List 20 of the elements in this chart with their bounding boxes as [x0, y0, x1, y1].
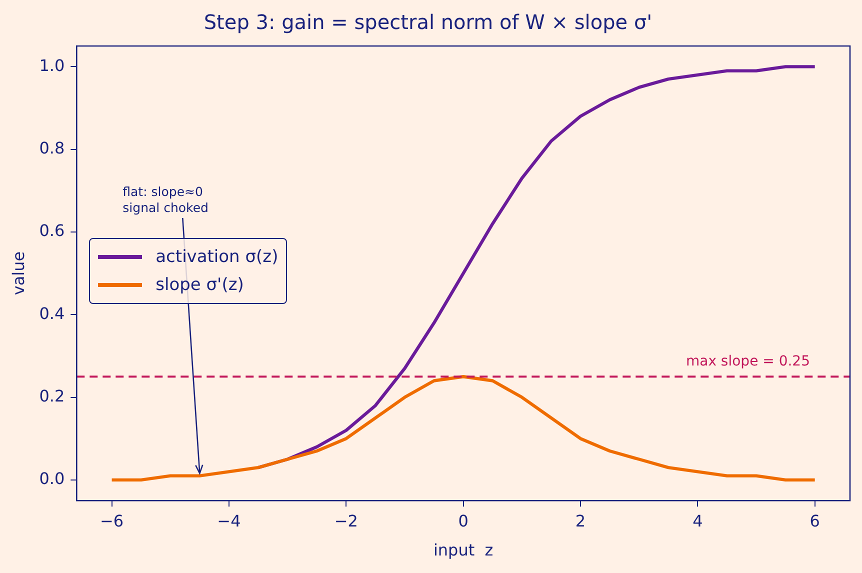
y-tick-label: 1.0	[39, 56, 65, 75]
y-tick-label: 0.6	[39, 221, 65, 240]
x-tick-label: 2	[575, 511, 586, 530]
x-axis-title: input z	[433, 540, 494, 560]
x-tick-label: 0	[458, 511, 468, 530]
x-tick-label: 4	[692, 511, 703, 530]
annotation: flat: slope≈0 signal choked	[122, 184, 208, 215]
y-axis-title: value	[8, 251, 28, 296]
x-tick-label: 6	[810, 511, 820, 530]
y-tick-label: 0.8	[39, 138, 65, 158]
legend-label: activation σ(z)	[156, 247, 278, 267]
x-tick-label: −6	[100, 511, 124, 530]
legend-label: slope σ'(z)	[156, 275, 244, 295]
y-tick-label: 0.4	[39, 304, 65, 323]
ref-line-label: max slope = 0.25	[686, 353, 810, 370]
y-tick-label: 0.0	[39, 469, 65, 488]
chart-title: Step 3: gain = spectral norm of W × slope σ'	[204, 10, 652, 34]
y-tick-label: 0.2	[39, 386, 65, 406]
x-tick-label: −4	[217, 511, 241, 530]
x-tick-label: −2	[334, 511, 358, 530]
